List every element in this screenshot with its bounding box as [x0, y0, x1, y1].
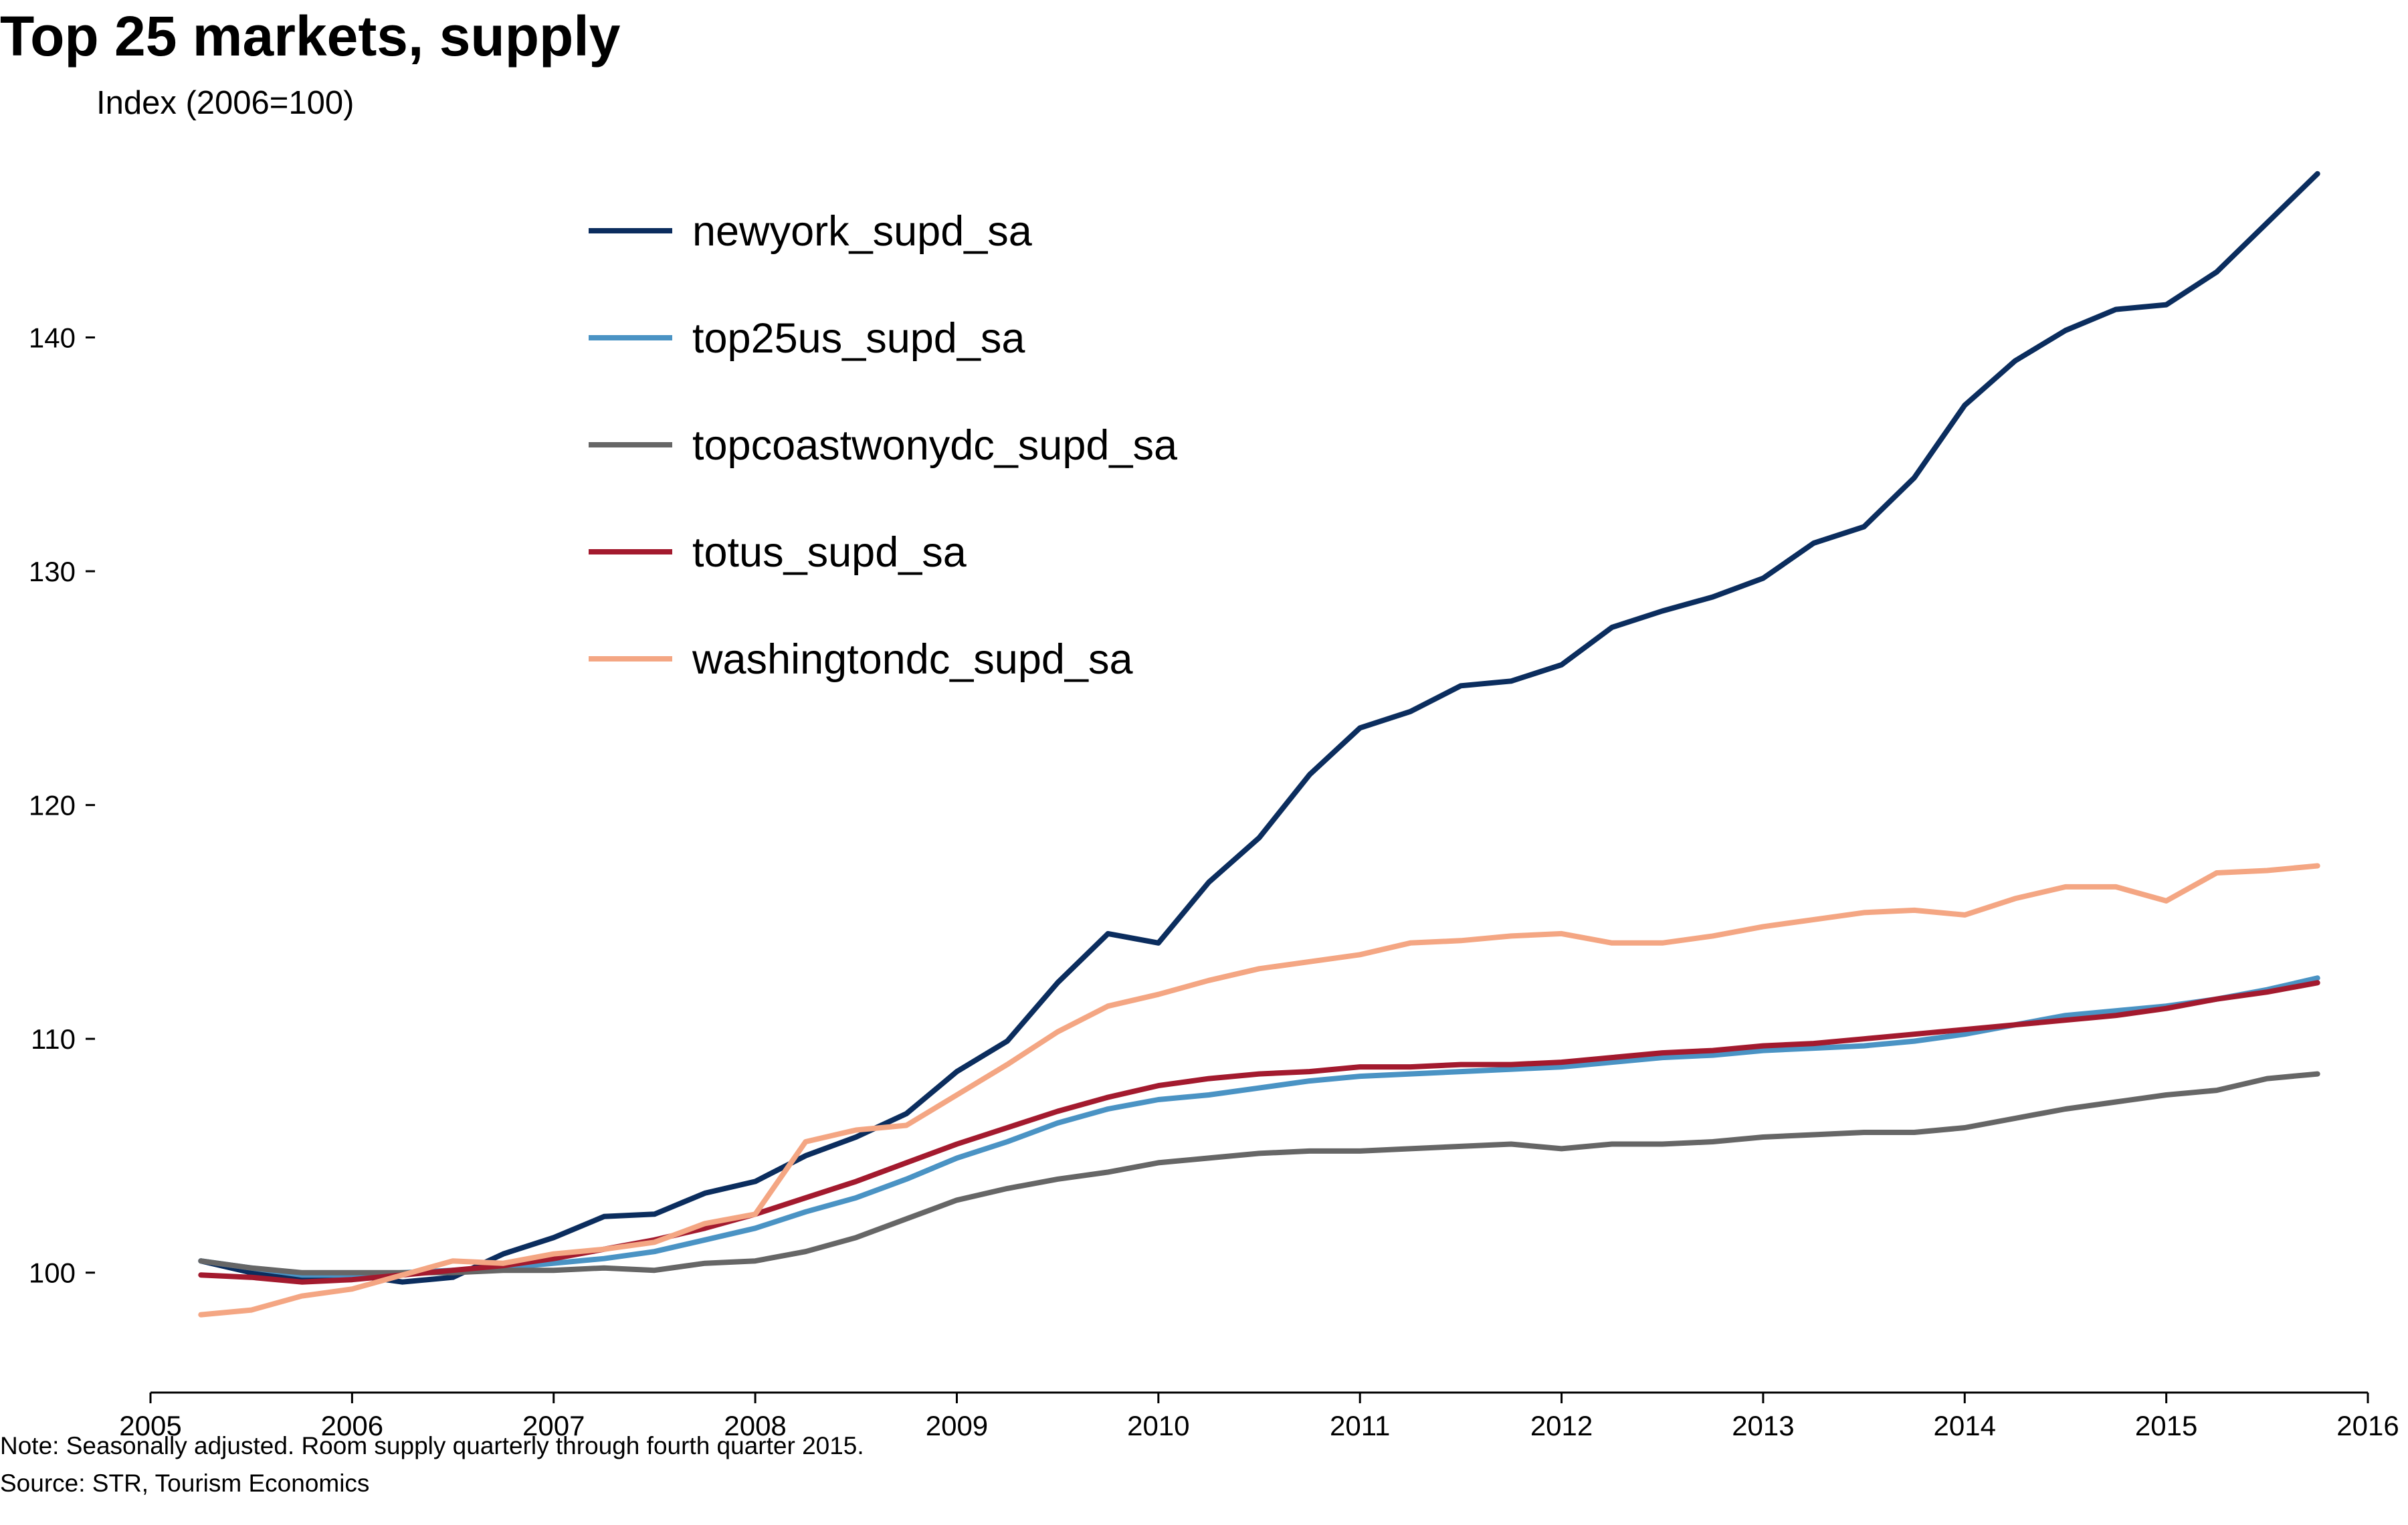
x-tick-label: 2010 [1127, 1410, 1189, 1441]
x-tick-label: 2013 [1732, 1410, 1794, 1441]
y-tick-label: 100 [29, 1257, 76, 1289]
legend-label: totus_supd_sa [692, 529, 967, 576]
series-lines [198, 171, 2320, 1318]
legend-label: newyork_supd_sa [692, 208, 1033, 255]
series-line-top25us_supd_sa [198, 975, 2320, 1278]
x-tick-label: 2006 [321, 1410, 383, 1441]
legend-label: topcoastwonydc_supd_sa [692, 422, 1178, 469]
x-tick-label: 2016 [2336, 1410, 2399, 1441]
legend-label: top25us_supd_sa [692, 315, 1025, 362]
series-line-topcoastwonydc_supd_sa [198, 1071, 2320, 1276]
x-tick-label: 2014 [1934, 1410, 1996, 1441]
chart-subtitle: Index (2006=100) [96, 85, 355, 121]
y-tick-label: 120 [29, 790, 76, 821]
x-tick-label: 2012 [1530, 1410, 1593, 1441]
chart-source: Source: STR, Tourism Economics [0, 1469, 370, 1497]
x-tick-label: 2011 [1330, 1410, 1390, 1441]
series-line-newyork_supd_sa [198, 171, 2320, 1285]
y-tick-label: 110 [31, 1023, 76, 1055]
chart-title: Top 25 markets, supply [0, 5, 621, 68]
y-tick-label: 140 [29, 322, 76, 354]
series-line-washingtondc_supd_sa [198, 863, 2320, 1318]
y-axis: 100 110 120 130 140 [29, 322, 95, 1289]
x-tick-label: 2015 [2135, 1410, 2197, 1441]
chart-note: Note: Seasonally adjusted. Room supply q… [0, 1432, 864, 1459]
x-tick-label: 2009 [926, 1410, 988, 1441]
y-tick-label: 130 [29, 556, 76, 587]
x-tick-label: 2008 [724, 1410, 786, 1441]
legend-label: washingtondc_supd_sa [692, 636, 1133, 683]
x-tick-label: 2005 [119, 1410, 181, 1441]
series-line-totus_supd_sa [198, 980, 2320, 1285]
x-axis: 2005 2006 2007 2008 2009 2010 2011 2012 2013 2014… [119, 1391, 2399, 1441]
legend: newyork_supd_sa top25us_supd_sa topcoastwo… [589, 208, 1178, 683]
x-tick-label: 2007 [522, 1410, 585, 1441]
